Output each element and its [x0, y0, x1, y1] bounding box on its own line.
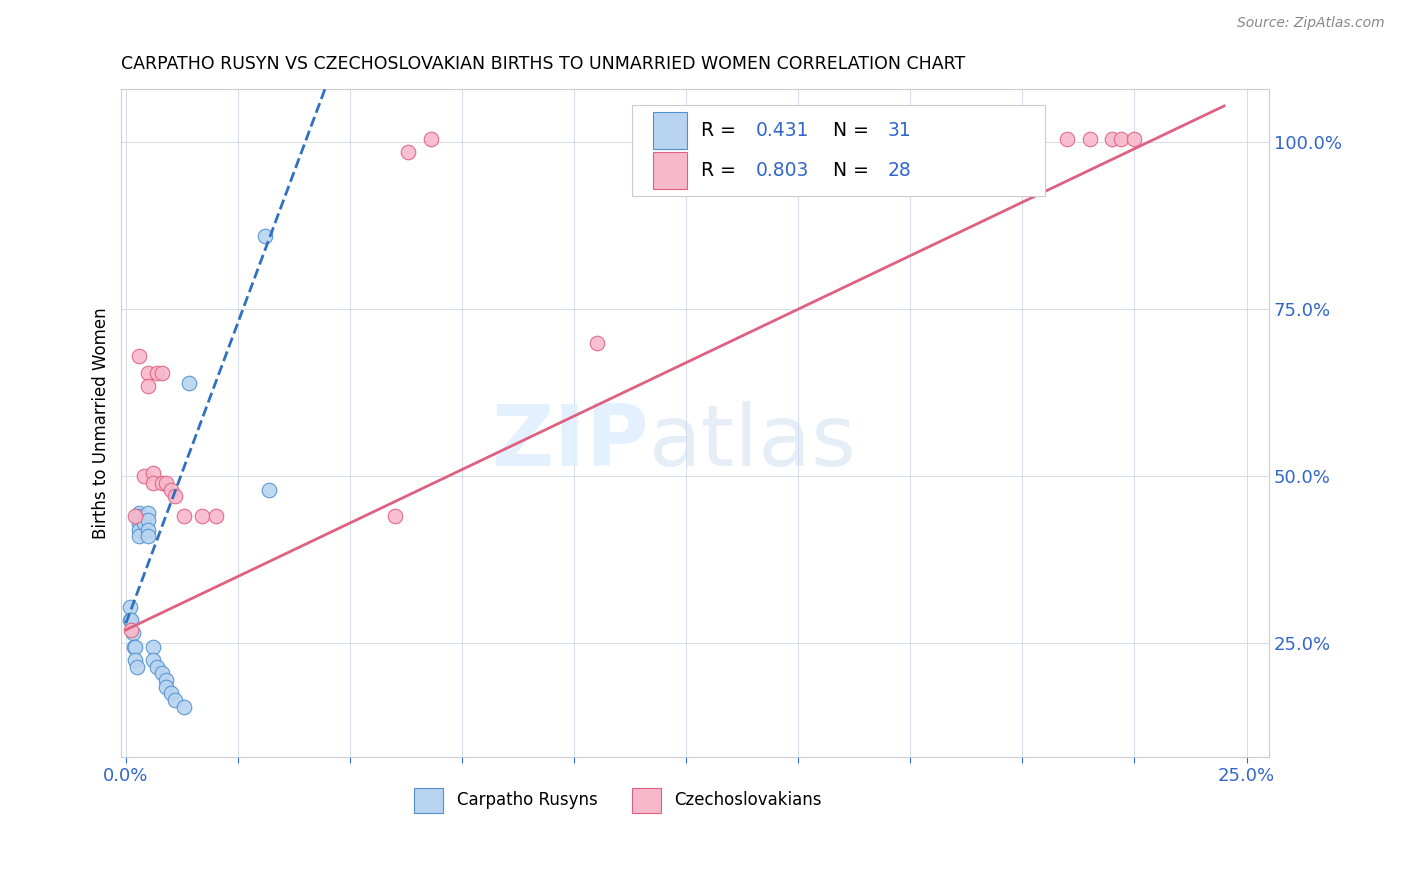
- Point: [173, 699, 195, 714]
- Point: [177, 376, 200, 390]
- Point: [142, 653, 165, 667]
- Point: [132, 516, 155, 530]
- Y-axis label: Births to Unmarried Women: Births to Unmarried Women: [93, 307, 110, 539]
- Point: [1109, 131, 1132, 145]
- Point: [128, 349, 150, 363]
- Point: [118, 599, 141, 614]
- Text: 28: 28: [889, 161, 911, 180]
- Point: [118, 613, 141, 627]
- Point: [384, 509, 406, 524]
- FancyBboxPatch shape: [633, 788, 661, 813]
- Point: [138, 379, 160, 393]
- Text: ZIP: ZIP: [492, 401, 650, 484]
- Point: [585, 335, 607, 350]
- Point: [127, 659, 149, 673]
- Point: [122, 640, 145, 654]
- Point: [150, 666, 173, 681]
- Point: [1078, 131, 1101, 145]
- Point: [419, 131, 441, 145]
- Point: [124, 509, 146, 524]
- Point: [165, 489, 187, 503]
- Text: 0.431: 0.431: [756, 121, 810, 140]
- Point: [253, 228, 276, 243]
- Point: [138, 523, 160, 537]
- Point: [120, 613, 142, 627]
- Point: [138, 529, 160, 543]
- Text: R =: R =: [702, 121, 742, 140]
- Text: N =: N =: [832, 161, 875, 180]
- Point: [128, 506, 150, 520]
- FancyBboxPatch shape: [652, 112, 688, 149]
- Point: [128, 523, 150, 537]
- FancyBboxPatch shape: [652, 153, 688, 189]
- Text: Czechoslovakians: Czechoslovakians: [675, 791, 823, 809]
- Text: Source: ZipAtlas.com: Source: ZipAtlas.com: [1237, 16, 1385, 30]
- Point: [155, 680, 177, 694]
- Point: [898, 131, 921, 145]
- Text: CARPATHO RUSYN VS CZECHOSLOVAKIAN BIRTHS TO UNMARRIED WOMEN CORRELATION CHART: CARPATHO RUSYN VS CZECHOSLOVAKIAN BIRTHS…: [121, 55, 966, 73]
- Point: [128, 516, 150, 530]
- Point: [697, 145, 720, 159]
- Point: [1101, 131, 1123, 145]
- Text: 0.803: 0.803: [756, 161, 810, 180]
- Point: [165, 693, 187, 707]
- Point: [173, 509, 195, 524]
- Point: [1056, 131, 1078, 145]
- FancyBboxPatch shape: [413, 788, 443, 813]
- Point: [146, 366, 169, 380]
- Point: [259, 483, 281, 497]
- Point: [159, 483, 181, 497]
- Point: [150, 475, 173, 490]
- Point: [128, 529, 150, 543]
- Point: [191, 509, 214, 524]
- Point: [155, 475, 177, 490]
- Point: [1123, 131, 1146, 145]
- Text: 31: 31: [889, 121, 911, 140]
- Point: [142, 640, 165, 654]
- Point: [132, 513, 155, 527]
- Point: [142, 475, 165, 490]
- Point: [155, 673, 177, 687]
- Text: R =: R =: [702, 161, 742, 180]
- FancyBboxPatch shape: [633, 105, 1045, 195]
- Point: [150, 366, 173, 380]
- Point: [138, 506, 160, 520]
- Point: [124, 653, 146, 667]
- Point: [142, 466, 165, 480]
- Point: [128, 509, 150, 524]
- Point: [146, 659, 169, 673]
- Point: [132, 469, 155, 483]
- Text: N =: N =: [832, 121, 875, 140]
- Point: [138, 513, 160, 527]
- Point: [396, 145, 419, 159]
- Point: [120, 623, 142, 637]
- Point: [204, 509, 226, 524]
- Point: [138, 366, 160, 380]
- Point: [124, 640, 146, 654]
- Point: [159, 686, 181, 700]
- Text: Carpatho Rusyns: Carpatho Rusyns: [457, 791, 598, 809]
- Point: [121, 626, 143, 640]
- Text: atlas: atlas: [650, 401, 858, 484]
